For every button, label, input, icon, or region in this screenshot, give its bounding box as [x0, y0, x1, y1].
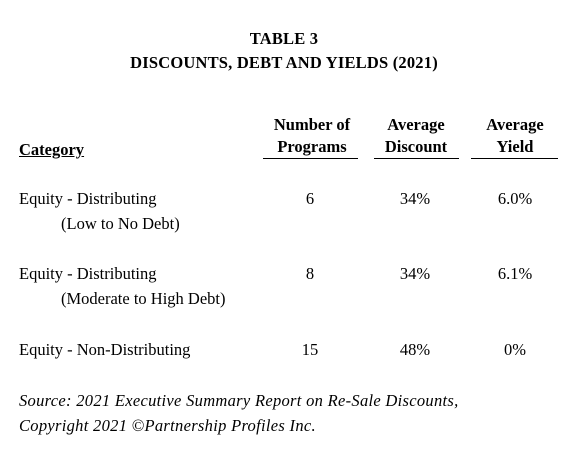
table-title: TABLE 3 — [249, 29, 319, 48]
header-discount-line1: Average — [387, 115, 445, 134]
row-programs: 6 — [305, 189, 315, 208]
header-average-discount: Average Discount — [373, 114, 459, 158]
header-yield-line2: Yield — [496, 137, 534, 156]
header-average-yield: Average Yield — [470, 114, 560, 158]
header-divider — [374, 158, 459, 159]
row-category: Equity - Distributing — [19, 189, 157, 208]
header-yield-line1: Average — [486, 115, 544, 134]
header-programs-line2: Programs — [277, 137, 347, 156]
copyright-note: Copyright 2021 ©Partnership Profiles Inc… — [19, 416, 316, 435]
header-programs-line1: Number of — [273, 115, 351, 134]
row-programs: 15 — [301, 340, 319, 359]
header-divider — [263, 158, 358, 159]
row-discount: 34% — [399, 189, 431, 208]
row-yield: 0% — [504, 340, 526, 359]
header-discount-line2: Discount — [384, 137, 448, 156]
header-category: Category — [19, 140, 85, 159]
row-discount: 48% — [399, 340, 431, 359]
row-yield: 6.0% — [497, 189, 533, 208]
source-note: Source: 2021 Executive Summary Report on… — [19, 391, 459, 410]
row-yield: 6.1% — [497, 264, 533, 283]
row-category-detail: (Moderate to High Debt) — [61, 289, 226, 308]
row-category: Equity - Non-Distributing — [19, 340, 191, 359]
header-number-of-programs: Number of Programs — [264, 114, 360, 158]
row-programs: 8 — [305, 264, 315, 283]
row-discount: 34% — [399, 264, 431, 283]
row-category-detail: (Low to No Debt) — [61, 214, 180, 233]
header-divider — [471, 158, 558, 159]
table-subtitle: DISCOUNTS, DEBT AND YIELDS (2021) — [130, 53, 438, 72]
row-category: Equity - Distributing — [19, 264, 157, 283]
